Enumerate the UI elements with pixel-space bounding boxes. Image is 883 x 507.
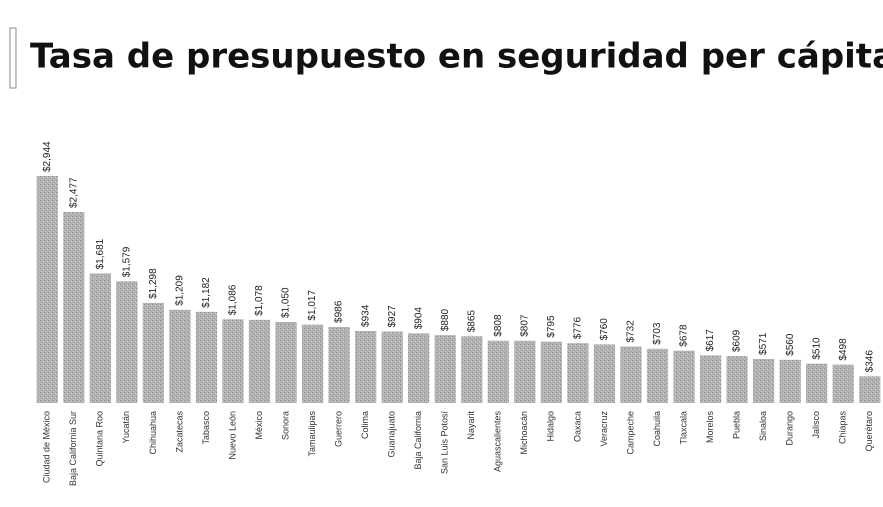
bar bbox=[222, 319, 244, 403]
value-label: $808 bbox=[493, 314, 504, 337]
bar bbox=[36, 176, 58, 403]
bar bbox=[89, 273, 111, 403]
value-label: $609 bbox=[732, 329, 743, 352]
bar bbox=[673, 350, 695, 403]
bar bbox=[275, 322, 297, 403]
title-ornament bbox=[9, 27, 17, 89]
bar bbox=[699, 355, 722, 403]
value-label: $678 bbox=[679, 324, 690, 347]
bar bbox=[328, 326, 350, 403]
x-tick-label: Baja California bbox=[413, 411, 423, 470]
x-tick-label: Sonora bbox=[280, 411, 290, 440]
x-tick-label: Tlaxcala bbox=[678, 411, 688, 445]
x-tick-label: Chihuahua bbox=[148, 411, 158, 455]
bar bbox=[63, 212, 85, 403]
value-label: $732 bbox=[626, 320, 637, 343]
value-label: $760 bbox=[599, 318, 610, 341]
bar bbox=[355, 330, 377, 403]
value-label: $510 bbox=[811, 337, 822, 360]
bar bbox=[593, 344, 616, 403]
x-tick-label: Sinaloa bbox=[758, 411, 768, 441]
x-tick-label: Yucatán bbox=[121, 411, 131, 444]
value-label: $1,209 bbox=[175, 275, 186, 306]
bar bbox=[142, 302, 165, 403]
value-label: $795 bbox=[546, 315, 557, 338]
value-label: $703 bbox=[652, 322, 663, 345]
bar bbox=[540, 341, 562, 403]
x-tick-label: Zacatecas bbox=[174, 411, 184, 453]
value-label: $776 bbox=[573, 316, 584, 339]
x-tick-label: Ciudad de México bbox=[42, 411, 52, 483]
x-tick-label: Aguascalientes bbox=[493, 411, 503, 473]
x-tick-label: Morelos bbox=[705, 411, 715, 444]
value-label: $1,579 bbox=[122, 246, 133, 277]
value-label: $560 bbox=[785, 333, 796, 356]
x-tick-label: Puebla bbox=[731, 411, 741, 439]
value-label: $1,050 bbox=[281, 287, 292, 318]
bar bbox=[195, 311, 218, 403]
x-tick-label: Oaxaca bbox=[572, 411, 582, 442]
bar bbox=[381, 331, 403, 403]
x-tick-label: Baja California Sur bbox=[68, 411, 78, 486]
bar bbox=[726, 356, 748, 403]
value-label: $571 bbox=[758, 332, 769, 355]
x-tick-label: Coahuila bbox=[652, 411, 662, 447]
x-tick-label: Michoacán bbox=[519, 411, 529, 455]
value-label: $1,182 bbox=[201, 277, 212, 308]
x-tick-label: Hidalgo bbox=[546, 411, 556, 442]
value-label: $927 bbox=[387, 305, 398, 328]
value-label: $904 bbox=[413, 307, 424, 330]
x-tick-label: Chiapas bbox=[838, 411, 848, 445]
bar bbox=[567, 343, 589, 403]
x-tick-label: Guerrero bbox=[333, 411, 343, 447]
value-label: $934 bbox=[360, 304, 371, 327]
bar bbox=[514, 340, 536, 403]
bar bbox=[248, 319, 271, 403]
value-label: $1,086 bbox=[228, 284, 239, 315]
value-label: $2,477 bbox=[68, 177, 79, 208]
value-label: $880 bbox=[440, 308, 451, 331]
x-tick-label: Tabasco bbox=[201, 411, 211, 445]
bar bbox=[116, 281, 138, 403]
value-label: $498 bbox=[838, 338, 849, 361]
value-label: $865 bbox=[466, 310, 477, 333]
bar bbox=[461, 336, 483, 403]
bar bbox=[779, 359, 801, 403]
bar bbox=[832, 364, 854, 403]
value-label: $1,298 bbox=[148, 268, 159, 299]
bar bbox=[169, 309, 191, 403]
bar bbox=[806, 363, 828, 403]
x-tick-label: Colima bbox=[360, 411, 370, 439]
value-label: $1,017 bbox=[307, 290, 318, 321]
value-label: $807 bbox=[519, 314, 530, 337]
x-tick-label: Nuevo León bbox=[227, 411, 237, 460]
bar bbox=[646, 348, 669, 403]
x-tick-label: Quintana Roo bbox=[95, 411, 105, 467]
x-tick-label: Durango bbox=[785, 411, 795, 446]
bar bbox=[620, 346, 642, 403]
bar bbox=[487, 340, 509, 403]
bar bbox=[859, 376, 881, 403]
value-label: $2,944 bbox=[42, 141, 53, 172]
x-tick-label: Veracruz bbox=[599, 411, 609, 447]
bar bbox=[434, 335, 456, 403]
bar bbox=[752, 358, 775, 403]
x-tick-label: Guanajuato bbox=[387, 411, 397, 458]
x-tick-label: Nayarit bbox=[466, 411, 476, 440]
x-tick-label: Querétaro bbox=[864, 411, 874, 452]
chart-title: Tasa de presupuesto en seguridad per cáp… bbox=[30, 37, 883, 77]
x-tick-label: Tamaulipas bbox=[307, 411, 317, 457]
value-label: $346 bbox=[864, 350, 875, 373]
bar bbox=[301, 324, 324, 403]
value-label: $617 bbox=[705, 329, 716, 352]
x-tick-label: San Luis Potosí bbox=[440, 411, 450, 475]
x-tick-label: Jalisco bbox=[811, 411, 821, 439]
x-tick-label: México bbox=[254, 411, 264, 440]
bar bbox=[408, 333, 430, 403]
value-label: $986 bbox=[334, 300, 345, 323]
value-label: $1,681 bbox=[95, 238, 106, 269]
x-tick-label: Campeche bbox=[625, 411, 635, 455]
value-label: $1,078 bbox=[254, 285, 265, 316]
